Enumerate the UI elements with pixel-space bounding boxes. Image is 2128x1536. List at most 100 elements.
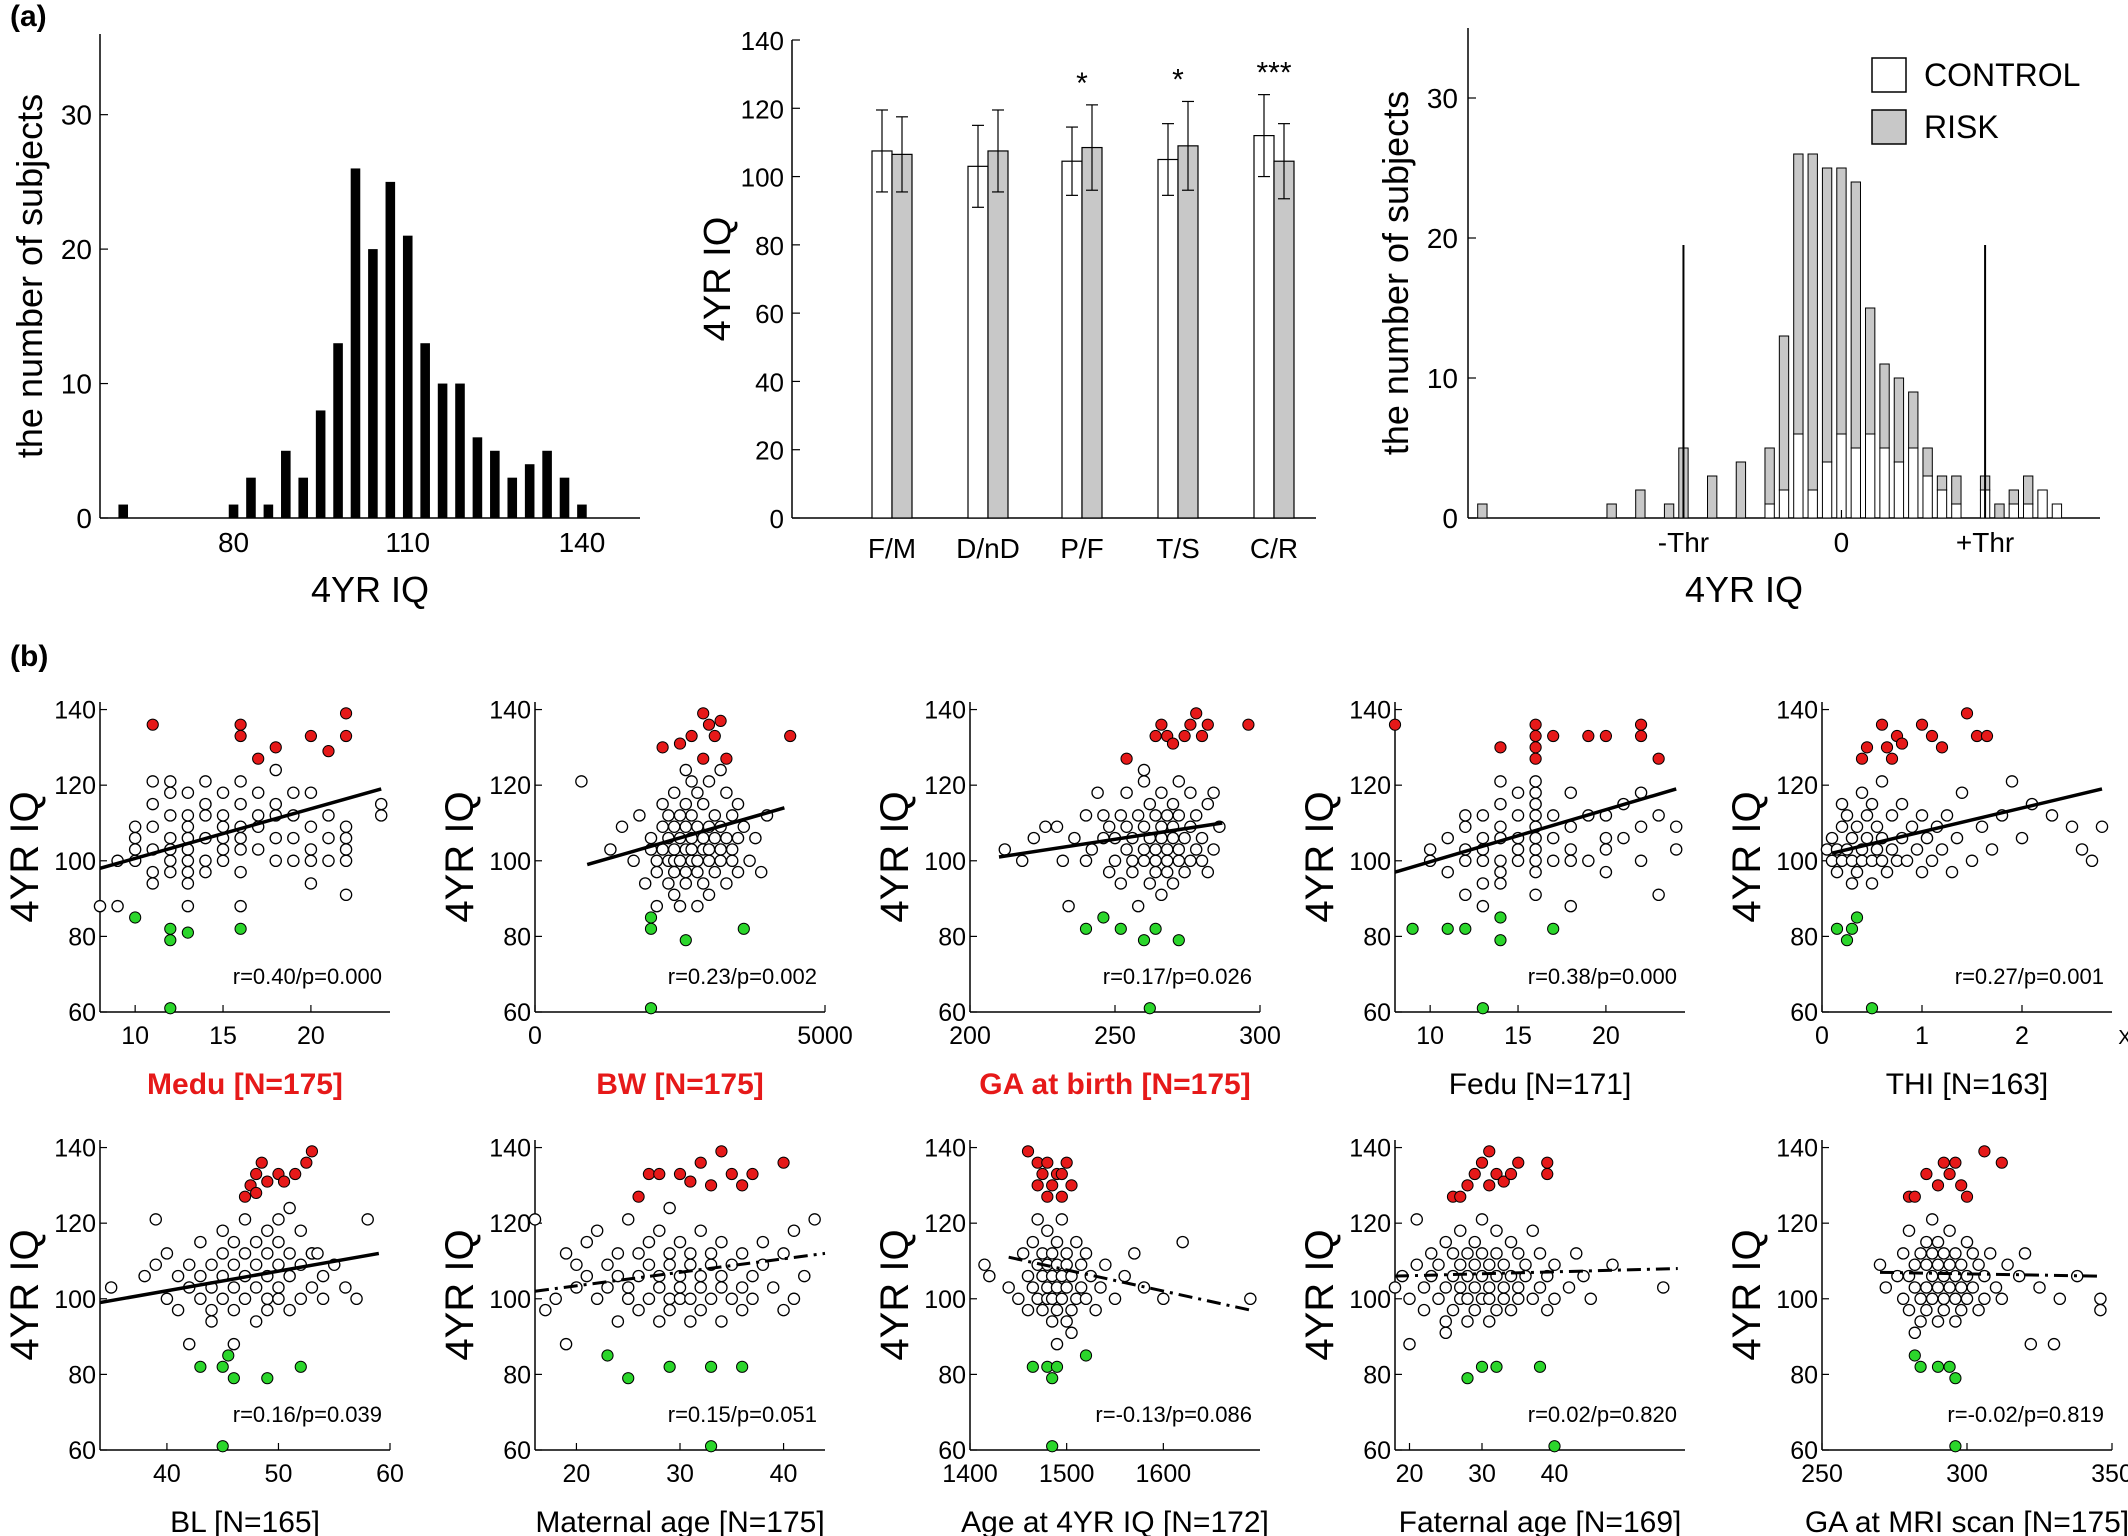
- data-point: [249, 1281, 263, 1294]
- data-point: [1439, 1326, 1453, 1340]
- y-axis-label: 4YR IQ: [1725, 791, 1769, 922]
- high-iq-point: [1931, 1179, 1945, 1192]
- control-bar: [1836, 433, 1847, 519]
- y-tick-label: 140: [54, 1135, 96, 1163]
- data-point: [199, 775, 212, 788]
- low-iq-point: [1845, 922, 1859, 935]
- y-tick-label: 120: [54, 1210, 96, 1238]
- data-point: [199, 854, 212, 868]
- data-point: [287, 854, 300, 868]
- high-iq-point: [1541, 1156, 1554, 1169]
- data-point: [1950, 831, 1964, 845]
- y-tick-label: 0: [770, 504, 784, 534]
- fit-line: [99, 1251, 380, 1305]
- panel-label-a: (a): [10, 0, 47, 33]
- data-point: [234, 843, 247, 856]
- data-point: [1943, 1224, 1956, 1237]
- data-point: [1126, 854, 1139, 868]
- data-point: [1511, 854, 1525, 868]
- x-tick-label: 250: [1094, 1022, 1136, 1050]
- hist-bar: [298, 477, 309, 518]
- risk-bar: [1707, 475, 1718, 519]
- low-iq-point: [1046, 1440, 1059, 1453]
- x-tick-label: 300: [1239, 1022, 1281, 1050]
- data-point: [227, 1303, 241, 1317]
- low-iq-point: [704, 1440, 718, 1453]
- data-point: [1137, 854, 1151, 868]
- data-point: [1925, 1247, 1939, 1260]
- data-point: [1195, 831, 1209, 845]
- data-point: [304, 843, 318, 856]
- high-iq-point: [252, 752, 265, 765]
- low-iq-point: [1494, 934, 1507, 947]
- high-iq-point: [322, 745, 335, 758]
- data-point: [1207, 843, 1220, 856]
- data-point: [1511, 809, 1525, 822]
- high-iq-point: [1041, 1156, 1054, 1169]
- data-point: [1027, 831, 1041, 845]
- data-point: [216, 1247, 229, 1260]
- panel-label-b: (b): [10, 640, 49, 673]
- high-iq-point: [1031, 1179, 1044, 1192]
- x-tick-label: 30: [1468, 1460, 1496, 1488]
- data-point: [1137, 843, 1151, 856]
- high-iq-point: [1855, 752, 1869, 765]
- fit-line: [1394, 787, 1677, 874]
- data-point: [1172, 854, 1186, 868]
- low-iq-point: [1476, 1002, 1489, 1015]
- x-tick-label: 1500: [1039, 1460, 1095, 1488]
- data-point: [1850, 820, 1864, 834]
- data-point: [1570, 1247, 1583, 1260]
- high-iq-point: [673, 737, 687, 750]
- high-iq-point: [1242, 718, 1255, 731]
- data-point: [1931, 1235, 1945, 1249]
- y-tick-label: 30: [1427, 83, 1458, 114]
- risk-bar: [1807, 153, 1818, 491]
- hist-bar: [542, 450, 552, 518]
- data-point: [2024, 1337, 2038, 1351]
- x-tick-label: 1: [1915, 1022, 1929, 1050]
- fit-line: [1008, 1255, 1251, 1312]
- data-point: [1840, 809, 1854, 822]
- data-point: [1504, 1235, 1518, 1249]
- data-point: [1548, 1258, 1561, 1272]
- data-point: [249, 1235, 263, 1249]
- data-point: [1074, 1281, 1088, 1294]
- data-point: [1120, 843, 1133, 856]
- data-point: [1050, 1235, 1064, 1249]
- data-point: [673, 1235, 687, 1249]
- data-point: [1172, 843, 1186, 856]
- y-tick-label: 20: [755, 436, 784, 466]
- data-point: [998, 843, 1012, 856]
- high-iq-point: [1541, 1167, 1554, 1181]
- data-point: [1599, 831, 1613, 845]
- hist-bar: [577, 504, 587, 518]
- data-point: [1114, 877, 1128, 890]
- data-point: [1483, 1281, 1496, 1294]
- data-point: [111, 899, 124, 913]
- data-point: [694, 1269, 707, 1283]
- data-point: [735, 1281, 749, 1294]
- data-point: [663, 1292, 676, 1306]
- data-point: [181, 854, 195, 868]
- y-tick-label: 40: [755, 367, 784, 397]
- risk-bar: [1778, 335, 1790, 491]
- data-point: [731, 831, 745, 845]
- data-point: [766, 1281, 780, 1294]
- high-iq-point: [1995, 1156, 2008, 1169]
- data-point: [1915, 865, 1929, 879]
- high-iq-point: [1885, 752, 1899, 765]
- data-point: [322, 809, 335, 822]
- high-iq-point: [642, 1167, 656, 1181]
- data-point: [1002, 1281, 1015, 1294]
- high-iq-point: [1055, 1190, 1068, 1203]
- data-point: [1830, 865, 1844, 879]
- y-tick-label: 10: [61, 369, 92, 400]
- high-iq-point: [632, 1190, 645, 1203]
- y-tick-label: 140: [924, 1135, 966, 1163]
- y-tick-label: 60: [1363, 1437, 1391, 1465]
- data-point: [339, 1281, 352, 1294]
- legend-label-risk: RISK: [1924, 109, 1999, 145]
- control-bar: [1821, 461, 1833, 519]
- data-point: [1155, 888, 1168, 902]
